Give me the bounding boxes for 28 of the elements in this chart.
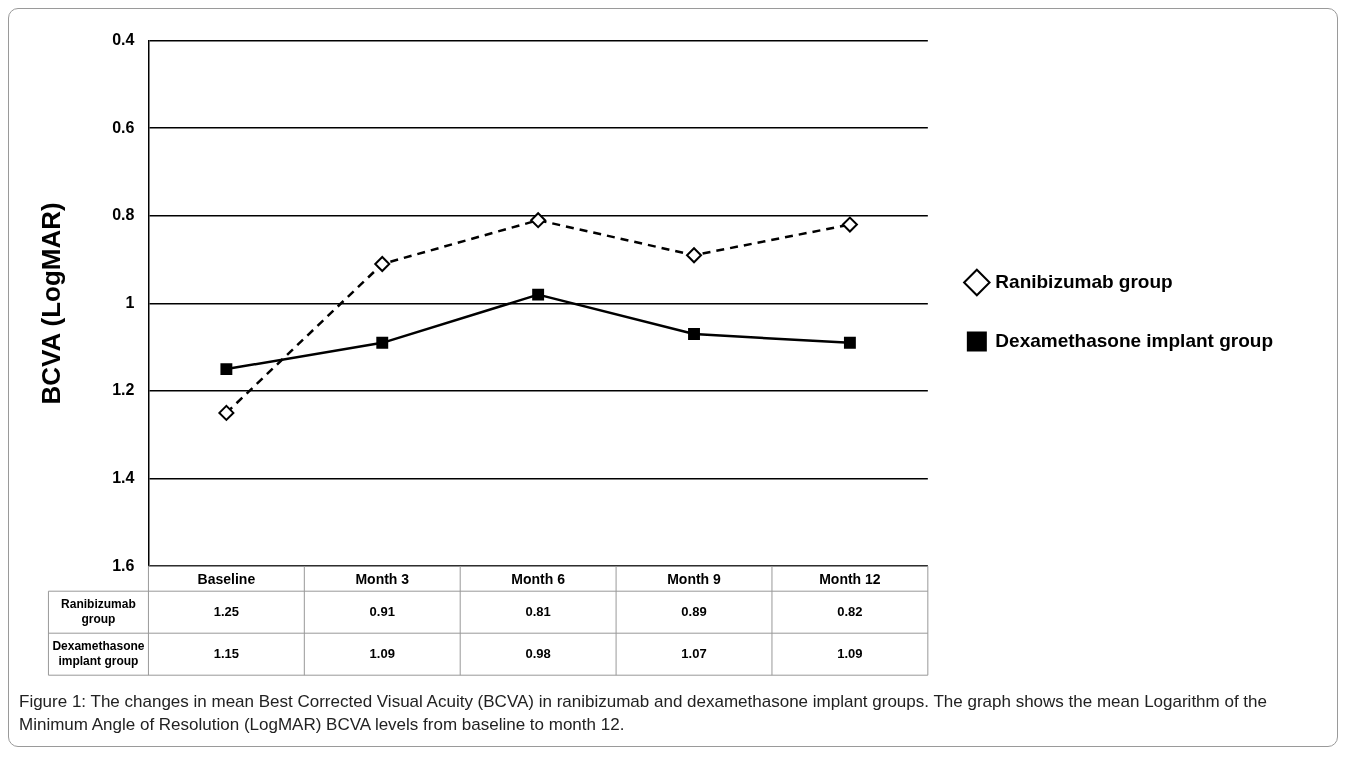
data-label: 1.09: [369, 645, 395, 661]
data-label: 1.15: [213, 645, 240, 661]
y-tick-label: 0.4: [112, 31, 135, 49]
y-tick-label: 1.2: [112, 381, 135, 399]
data-label: 0.98: [525, 645, 551, 661]
text: Dexamethasone implant group: [52, 639, 145, 669]
data-label: 0.81: [525, 603, 551, 619]
data-label: 1.09: [837, 645, 863, 661]
y-tick-label: 0.6: [112, 118, 135, 136]
y-tick-label: 1.6: [112, 556, 135, 574]
y-axis-title: BCVA (LogMAR): [35, 202, 66, 405]
legend-label: Dexamethasone implant group: [995, 329, 1274, 351]
x-tick-label: Month 6: [511, 571, 566, 588]
legend-label: Ranibizumab group: [995, 270, 1173, 292]
data-label: 0.89: [681, 603, 707, 619]
x-tick-label: Baseline: [197, 571, 256, 588]
data-label: 0.82: [837, 603, 863, 619]
x-tick-label: Month 3: [355, 571, 410, 588]
text: Ranibizumab group: [61, 597, 136, 627]
caption: Figure 1: The changes in mean Best Corrected Visual Acuity (BCVA) in ranibizumab and dexamethasone implant groups. The graph shows the mean Logarithm of the Minimum Angle of Resolution (LogMAR) BCVA levels from baseline to month 12.: [19, 691, 1268, 736]
x-tick-label: Month 9: [667, 571, 722, 588]
y-tick-label: 0.8: [112, 206, 135, 224]
y-tick-label: 1.4: [112, 469, 135, 487]
data-label: 1.25: [213, 603, 240, 619]
y-tick-label: 1: [125, 293, 135, 311]
data-label: 0.91: [369, 603, 395, 619]
x-tick-label: Month 12: [819, 571, 881, 588]
data-label: 1.07: [681, 645, 707, 661]
